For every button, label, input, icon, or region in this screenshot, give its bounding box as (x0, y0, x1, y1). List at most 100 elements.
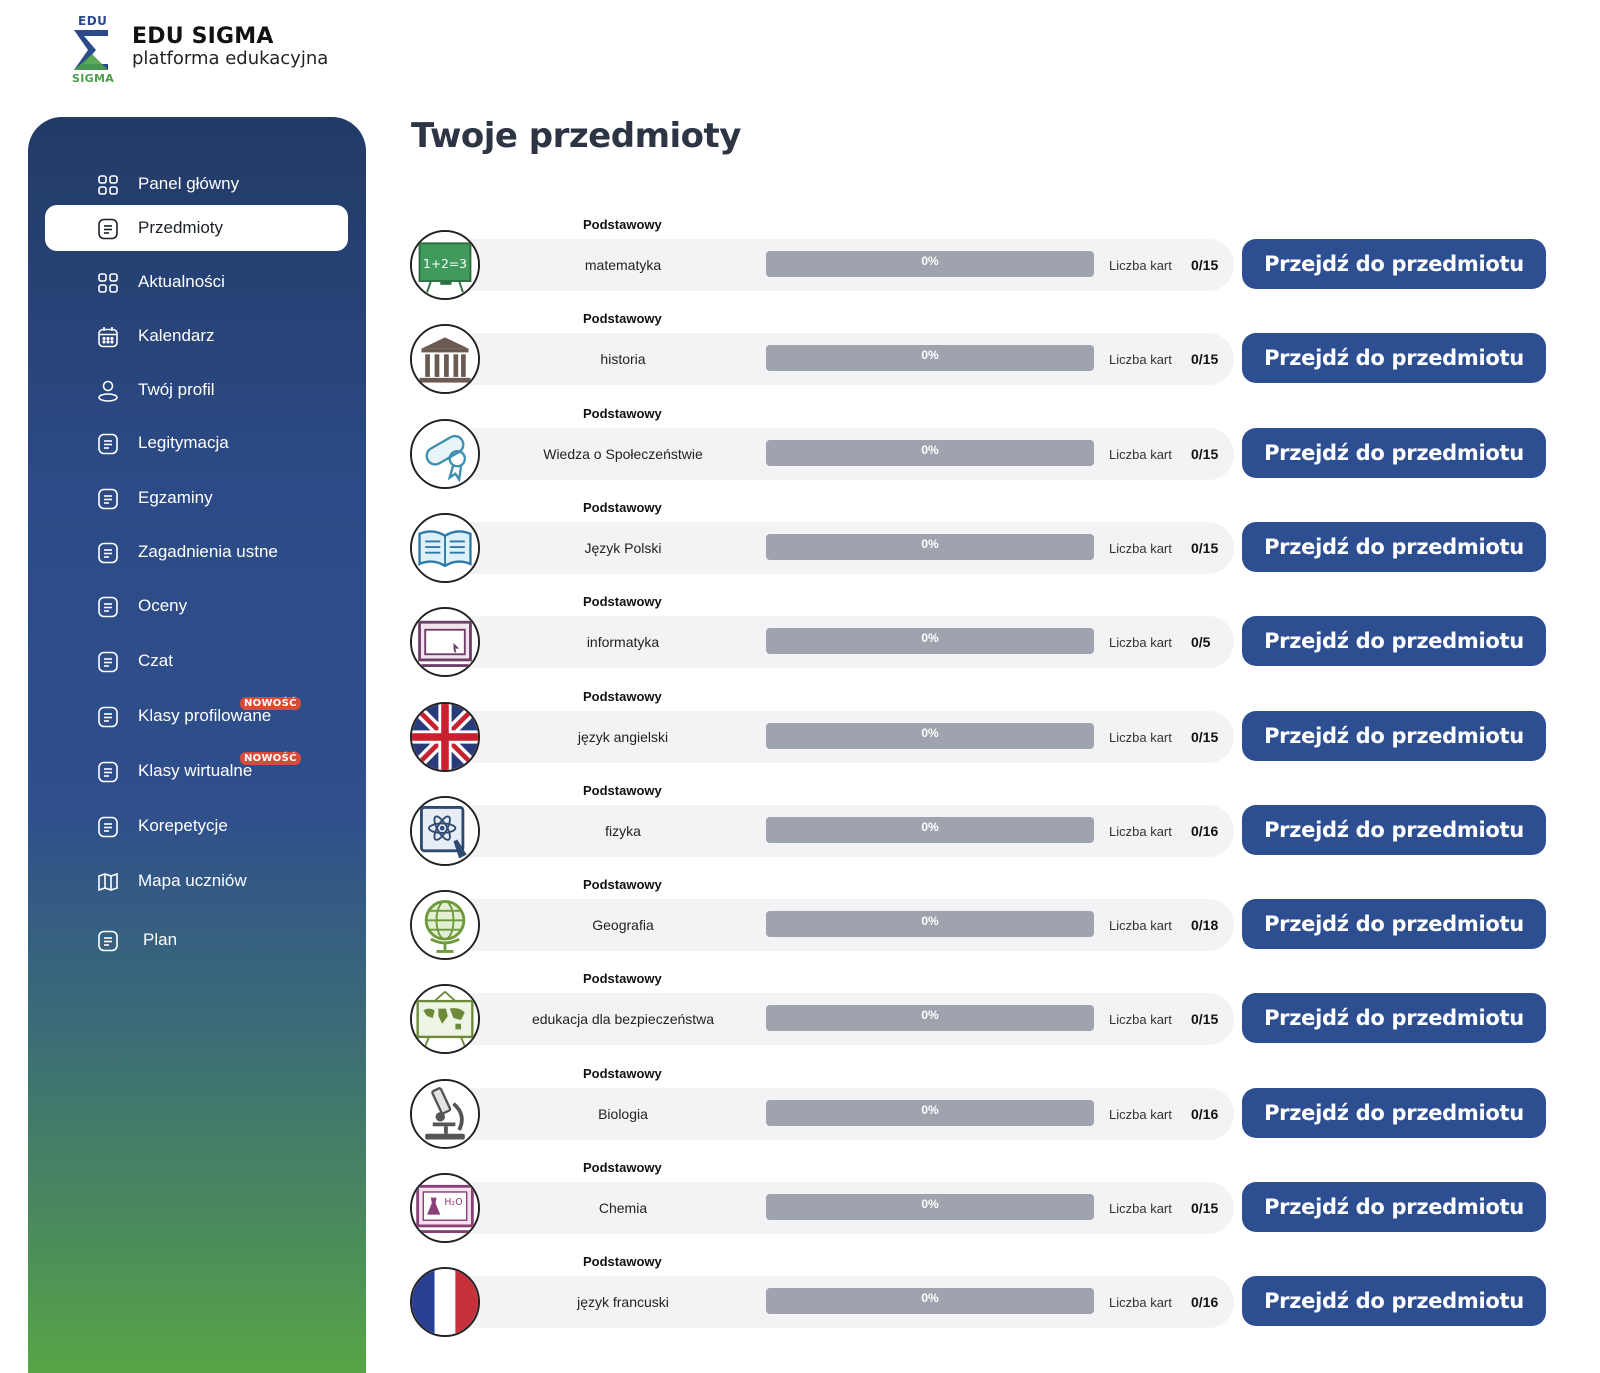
computer-screen-icon (410, 607, 480, 677)
subject-level: Podstawowy (583, 1160, 662, 1175)
cards-count-value: 0/5 (1191, 634, 1211, 650)
subject-level: Podstawowy (583, 877, 662, 892)
progress-bar: 0% (766, 1100, 1094, 1126)
go-to-subject-button[interactable]: Przejdź do przedmiotu (1242, 711, 1546, 761)
cards-count-label: Liczba kart (1109, 918, 1172, 933)
sidebar-item-panel-główny[interactable]: Panel główny (45, 161, 348, 207)
diploma-scroll-icon (410, 419, 480, 489)
brand-logo[interactable]: EDU SIGMA EDU SIGMA platforma edukacyjna (70, 14, 370, 88)
document-icon (97, 488, 119, 510)
sidebar-item-czat[interactable]: Czat (45, 638, 348, 684)
subject-name: Wiedza o Społeczeństwie (543, 446, 703, 462)
cards-count-label: Liczba kart (1109, 1012, 1172, 1027)
sidebar-item-label: Korepetycje (138, 816, 228, 835)
subject-row: Podstawowy edukacja dla bezpieczeństwa 0% L… (410, 971, 1550, 1065)
sidebar-item-klasy-wirtualne[interactable]: Klasy wirtualne NOWOŚĆ (45, 748, 348, 794)
go-to-subject-button[interactable]: Przejdź do przedmiotu (1242, 993, 1546, 1043)
sidebar-item-mapa-uczniów[interactable]: Mapa uczniów (45, 858, 348, 904)
progress-label: 0% (921, 254, 939, 268)
brand-subtitle: platforma edukacyjna (132, 48, 329, 69)
atom-tablet-icon (410, 796, 480, 866)
sidebar-item-klasy-profilowane[interactable]: Klasy profilowane NOWOŚĆ (45, 693, 348, 739)
document-icon (97, 542, 119, 564)
subject-level: Podstawowy (583, 594, 662, 609)
subject-row: Podstawowy Biologia 0% Liczba kart 0/16 Przej… (410, 1066, 1550, 1160)
progress-bar: 0% (766, 911, 1094, 937)
document-icon (97, 930, 119, 952)
sidebar-item-label: Legitymacja (138, 433, 229, 452)
sidebar-item-oceny[interactable]: Oceny (45, 583, 348, 629)
cards-count-value: 0/15 (1191, 257, 1219, 273)
progress-label: 0% (921, 631, 939, 645)
go-to-subject-button[interactable]: Przejdź do przedmiotu (1242, 899, 1546, 949)
sidebar-item-label: Przedmioty (138, 218, 224, 237)
document-icon (97, 816, 119, 838)
sidebar-item-label: Oceny (138, 596, 188, 615)
go-to-subject-button[interactable]: Przejdź do przedmiotu (1242, 428, 1546, 478)
subject-level: Podstawowy (583, 783, 662, 798)
sidebar-item-label: Klasy profilowane (138, 706, 272, 725)
progress-label: 0% (921, 1008, 939, 1022)
sidebar-item-korepetycje[interactable]: Korepetycje (45, 803, 348, 849)
microscope-icon (410, 1079, 480, 1149)
progress-label: 0% (921, 1103, 939, 1117)
sidebar-item-egzaminy[interactable]: Egzaminy (45, 475, 348, 521)
sidebar-item-twój-profil[interactable]: Twój profil (45, 367, 348, 413)
chemistry-board-icon: H₂O (410, 1173, 480, 1243)
subject-row: Podstawowy Język Polski 0% Liczba kart 0/15 P… (410, 500, 1550, 594)
go-to-subject-button[interactable]: Przejdź do przedmiotu (1242, 805, 1546, 855)
sidebar-item-label: Egzaminy (138, 488, 213, 507)
cards-count-label: Liczba kart (1109, 824, 1172, 839)
globe-icon (410, 890, 480, 960)
cards-count-value: 0/16 (1191, 823, 1219, 839)
go-to-subject-button[interactable]: Przejdź do przedmiotu (1242, 333, 1546, 383)
calendar-icon (97, 326, 119, 348)
progress-bar: 0% (766, 1194, 1094, 1220)
go-to-subject-button[interactable]: Przejdź do przedmiotu (1242, 1276, 1546, 1326)
progress-label: 0% (921, 726, 939, 740)
progress-label: 0% (921, 820, 939, 834)
progress-label: 0% (921, 1197, 939, 1211)
sidebar-item-label: Twój profil (138, 380, 215, 399)
progress-bar: 0% (766, 440, 1094, 466)
open-book-icon (410, 513, 480, 583)
sidebar-item-label: Klasy wirtualne (138, 761, 253, 780)
subject-name: Biologia (598, 1106, 648, 1122)
sidebar-item-kalendarz[interactable]: Kalendarz (45, 313, 348, 359)
cards-count-value: 0/15 (1191, 446, 1219, 462)
document-icon (97, 433, 119, 455)
subject-row: Podstawowy historia 0% Liczba kart 0/15 Przej… (410, 311, 1550, 405)
cards-count-label: Liczba kart (1109, 447, 1172, 462)
cards-count-value: 0/18 (1191, 917, 1219, 933)
sidebar-item-aktualności[interactable]: Aktualności (45, 259, 348, 305)
new-badge: NOWOŚĆ (240, 697, 301, 710)
cards-count-label: Liczba kart (1109, 635, 1172, 650)
sidebar-item-plan[interactable]: Plan (45, 917, 348, 963)
cards-count-value: 0/15 (1191, 351, 1219, 367)
go-to-subject-button[interactable]: Przejdź do przedmiotu (1242, 1088, 1546, 1138)
grid-icon (97, 174, 119, 196)
svg-text:H₂O: H₂O (444, 1197, 462, 1208)
go-to-subject-button[interactable]: Przejdź do przedmiotu (1242, 1182, 1546, 1232)
subject-row: Podstawowy Wiedza o Społeczeństwie 0% Liczb… (410, 406, 1550, 500)
page-title: Twoje przedmioty (411, 116, 741, 156)
subject-name: edukacja dla bezpieczeństwa (531, 1011, 715, 1027)
document-icon (97, 218, 119, 240)
subject-name: informatyka (586, 634, 660, 650)
sidebar-item-przedmioty[interactable]: Przedmioty (45, 205, 348, 251)
document-icon (97, 651, 119, 673)
sidebar-item-zagadnienia-ustne[interactable]: Zagadnienia ustne (45, 529, 348, 575)
brand-title: EDU SIGMA (132, 24, 274, 49)
document-icon (97, 596, 119, 618)
subject-row: Podstawowy język francuski 0% Liczba kart 0/… (410, 1254, 1550, 1348)
cards-count-label: Liczba kart (1109, 541, 1172, 556)
subject-level: Podstawowy (583, 406, 662, 421)
progress-label: 0% (921, 1291, 939, 1305)
subject-row: Podstawowy język angielski 0% Liczba kart 0/… (410, 689, 1550, 783)
go-to-subject-button[interactable]: Przejdź do przedmiotu (1242, 616, 1546, 666)
sidebar-item-legitymacja[interactable]: Legitymacja (45, 420, 348, 466)
progress-label: 0% (921, 914, 939, 928)
progress-bar: 0% (766, 251, 1094, 277)
go-to-subject-button[interactable]: Przejdź do przedmiotu (1242, 522, 1546, 572)
go-to-subject-button[interactable]: Przejdź do przedmiotu (1242, 239, 1546, 289)
